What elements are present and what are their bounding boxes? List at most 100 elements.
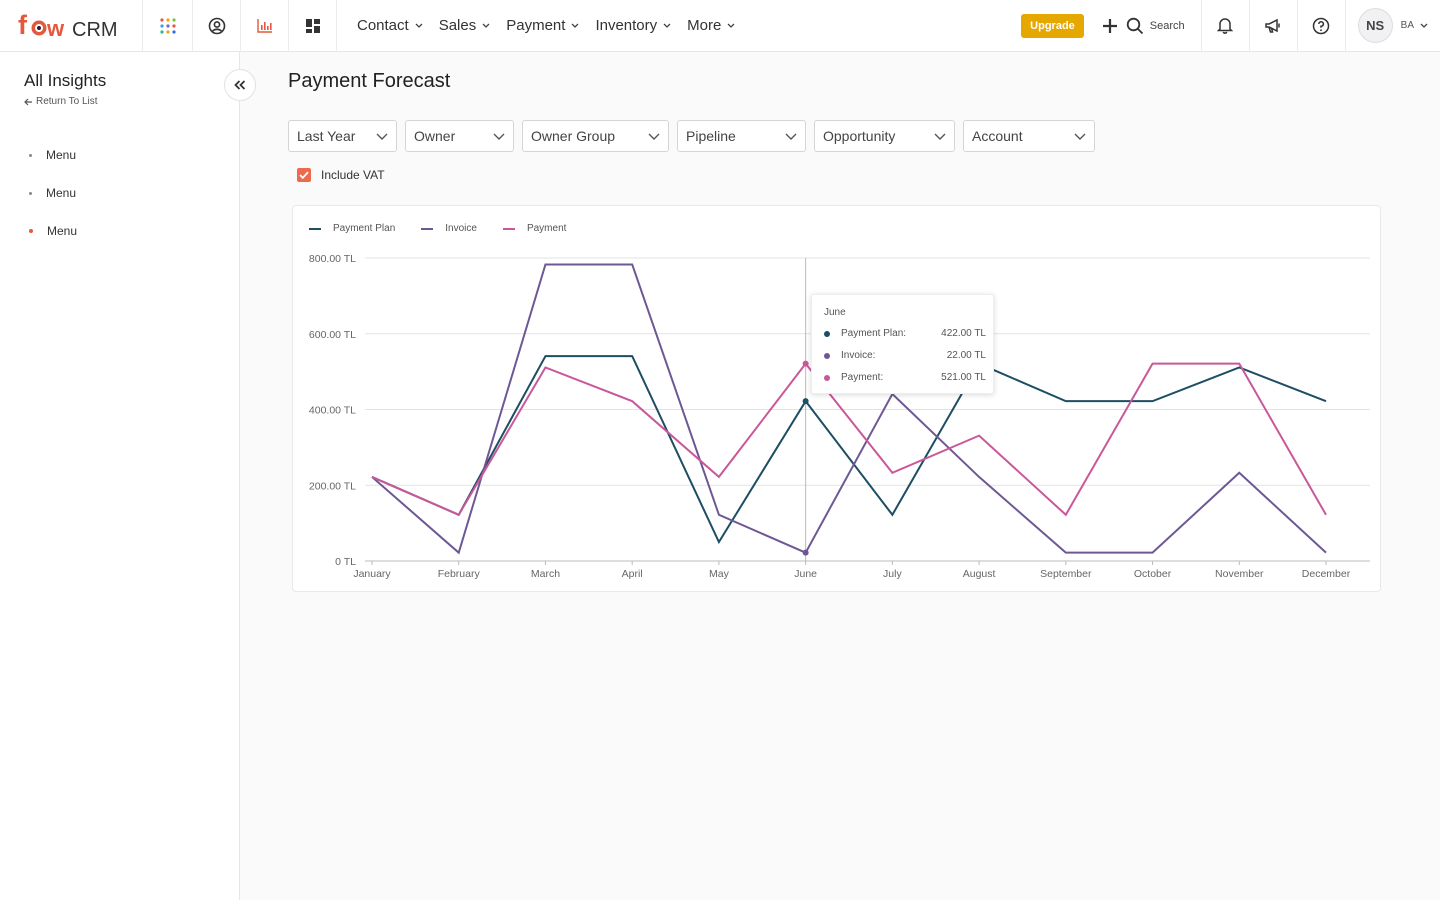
x-tick-label: September	[1040, 568, 1092, 580]
y-tick-label: 600.00 TL	[309, 329, 356, 341]
nav-sales[interactable]: Sales	[439, 17, 491, 34]
chart-legend: Payment Plan Invoice Payment	[309, 223, 592, 234]
tooltip-row: Payment Plan: 422.00 TL	[824, 328, 986, 339]
tooltip-row: Invoice: 22.00 TL	[824, 350, 986, 361]
dashboard-button[interactable]	[289, 0, 337, 52]
filter-period-select[interactable]: Last Year	[288, 120, 397, 152]
x-tick-label: December	[1302, 568, 1351, 580]
y-tick-label: 800.00 TL	[309, 253, 356, 265]
chart-tooltip: June Payment Plan: 422.00 TL Invoice: 22.0…	[811, 294, 994, 394]
top-navigation-bar: f w CRM Co	[0, 0, 1440, 52]
sidebar-item-label: Menu	[46, 148, 77, 162]
profile-button[interactable]	[193, 0, 241, 52]
user-short-name: BA	[1400, 20, 1414, 31]
y-tick-label: 400.00 TL	[309, 405, 356, 417]
upgrade-button[interactable]: Upgrade	[1021, 13, 1084, 38]
svg-text:CRM: CRM	[72, 19, 118, 41]
announcements-button[interactable]	[1248, 0, 1297, 52]
filter-account-select[interactable]: Account	[963, 120, 1095, 152]
filter-bar: Last Year Owner Owner Group Pipeline Opp…	[288, 120, 1103, 152]
nav-payment[interactable]: Payment	[506, 17, 579, 34]
bullet-icon	[29, 229, 33, 233]
analytics-button[interactable]	[241, 0, 289, 52]
data-point	[802, 360, 809, 367]
series-line-payment	[371, 362, 1327, 517]
filter-opportunity-select[interactable]: Opportunity	[814, 120, 955, 152]
tooltip-value: 521.00 TL	[941, 372, 986, 383]
notifications-button[interactable]	[1200, 0, 1249, 52]
filter-label: Opportunity	[823, 128, 896, 144]
series-line-invoice	[371, 263, 1327, 555]
chevron-down-icon	[493, 133, 505, 140]
chevron-down-icon	[376, 133, 388, 140]
add-button[interactable]	[1102, 18, 1118, 34]
avatar: NS	[1357, 8, 1393, 43]
chevron-down-icon	[571, 23, 579, 28]
bullet-icon	[29, 153, 32, 157]
filter-pipeline-select[interactable]: Pipeline	[677, 120, 806, 152]
tooltip-value: 422.00 TL	[941, 328, 986, 339]
series-dot	[824, 374, 830, 381]
include-vat-checkbox[interactable]: Include VAT	[297, 168, 385, 182]
nav-inventory-label: Inventory	[595, 17, 658, 34]
svg-text:f: f	[18, 10, 28, 40]
chevron-down-icon	[785, 133, 797, 140]
x-tick-label: October	[1134, 568, 1172, 580]
legend-label: Payment	[526, 223, 567, 234]
nav-more[interactable]: More	[687, 17, 735, 34]
include-vat-label: Include VAT	[321, 168, 385, 182]
x-tick-label: November	[1215, 568, 1264, 580]
chevron-down-icon	[1420, 23, 1428, 28]
legend-item-invoice[interactable]: Invoice	[421, 223, 477, 234]
filter-label: Pipeline	[686, 128, 736, 144]
sidebar-item-label: Menu	[46, 186, 77, 200]
filter-owner-group-select[interactable]: Owner Group	[522, 120, 669, 152]
sidebar-item-menu-2[interactable]: Menu	[24, 174, 77, 212]
user-menu[interactable]: NS BA	[1344, 0, 1440, 52]
chevron-down-icon	[415, 23, 423, 28]
line-chart: 0 TL 200.00 TL 400.00 TL 600.00 TL 800.00 TL…	[309, 253, 1370, 580]
nav-contact[interactable]: Contact	[357, 17, 423, 34]
return-to-list-label: Return To List	[36, 96, 98, 107]
tooltip-title: June	[824, 307, 846, 318]
search-label: Search	[1149, 19, 1185, 32]
chevron-down-icon	[482, 23, 490, 28]
tooltip-label: Payment:	[841, 372, 884, 383]
filter-label: Owner Group	[531, 128, 616, 144]
page-title: Payment Forecast	[288, 70, 451, 92]
chevron-down-icon	[648, 133, 660, 140]
data-point	[802, 398, 809, 405]
sidebar: All Insights Return To List Menu Menu Me…	[0, 52, 240, 900]
nav-contact-label: Contact	[357, 17, 409, 34]
x-tick-label: July	[883, 568, 902, 580]
help-circle-icon	[1312, 17, 1330, 34]
bullet-icon	[29, 191, 32, 195]
legend-item-payment[interactable]: Payment	[502, 223, 567, 234]
data-point	[802, 549, 809, 556]
return-to-list-link[interactable]: Return To List	[24, 96, 98, 107]
collapse-sidebar-button[interactable]	[224, 69, 256, 101]
series-dot	[824, 352, 830, 359]
legend-item-payment-plan[interactable]: Payment Plan	[309, 223, 395, 234]
help-button[interactable]	[1296, 0, 1345, 52]
chevron-down-icon	[1074, 133, 1086, 140]
filter-label: Owner	[414, 128, 456, 144]
x-tick-label: January	[353, 568, 391, 580]
nav-payment-label: Payment	[506, 17, 566, 34]
brand-logo[interactable]: f w CRM	[0, 0, 143, 52]
tooltip-row: Payment: 521.00 TL	[824, 372, 986, 383]
legend-swatch	[502, 227, 515, 230]
sidebar-item-menu-3[interactable]: Menu	[24, 212, 77, 250]
nav-inventory[interactable]: Inventory	[595, 17, 671, 34]
series-line-payment-plan	[371, 355, 1327, 545]
chevron-down-icon	[663, 23, 671, 28]
filter-owner-select[interactable]: Owner	[405, 120, 514, 152]
search-button[interactable]: Search	[1126, 17, 1185, 35]
fowcrm-logo-icon: f w CRM	[18, 10, 118, 41]
apps-grid-button[interactable]	[143, 0, 193, 52]
sidebar-item-menu-1[interactable]: Menu	[24, 136, 77, 174]
legend-label: Invoice	[445, 223, 477, 234]
x-tick-label: May	[709, 568, 730, 580]
x-tick-label: April	[622, 568, 643, 580]
plus-icon	[1102, 18, 1117, 33]
